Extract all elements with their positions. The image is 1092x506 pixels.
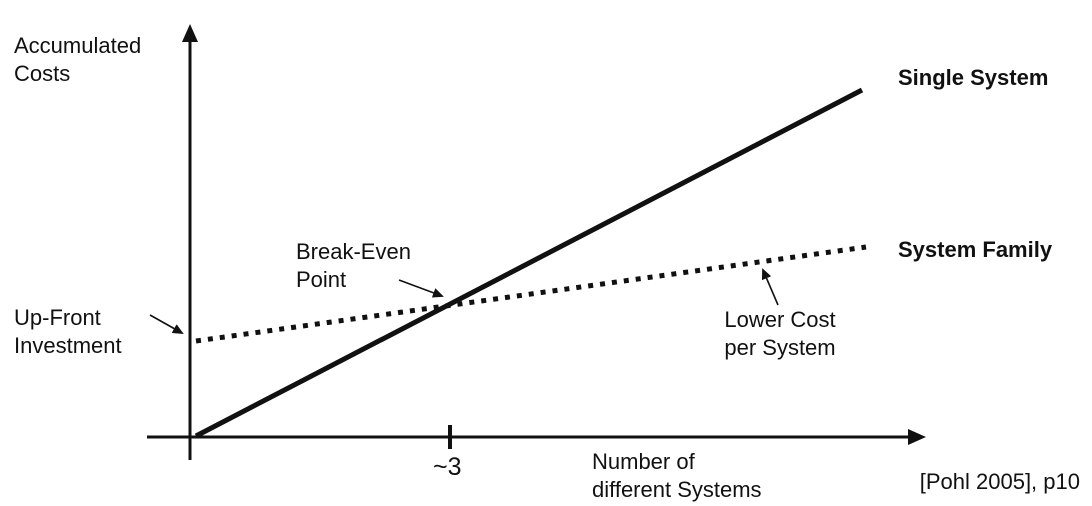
x-tick-label: ~3 (433, 453, 462, 481)
x-axis-title: Number of different Systems (592, 449, 762, 502)
system-family-label: System Family (898, 237, 1053, 262)
single-system-line (194, 87, 864, 439)
y-axis-title: Accumulated Costs (14, 33, 142, 86)
lower-cost-arrow (761, 268, 779, 306)
lower-cost-label: Lower Cost per System (724, 307, 836, 360)
break-even-arrow (398, 279, 444, 298)
up-front-investment-label: Up-Front Investment (14, 305, 122, 358)
up-front-arrow (149, 314, 184, 334)
break-even-label: Break-Even Point (296, 239, 411, 292)
citation: [Pohl 2005], p10 (919, 469, 1080, 494)
single-system-label: Single System (898, 65, 1049, 90)
system-family-line (195, 244, 867, 344)
